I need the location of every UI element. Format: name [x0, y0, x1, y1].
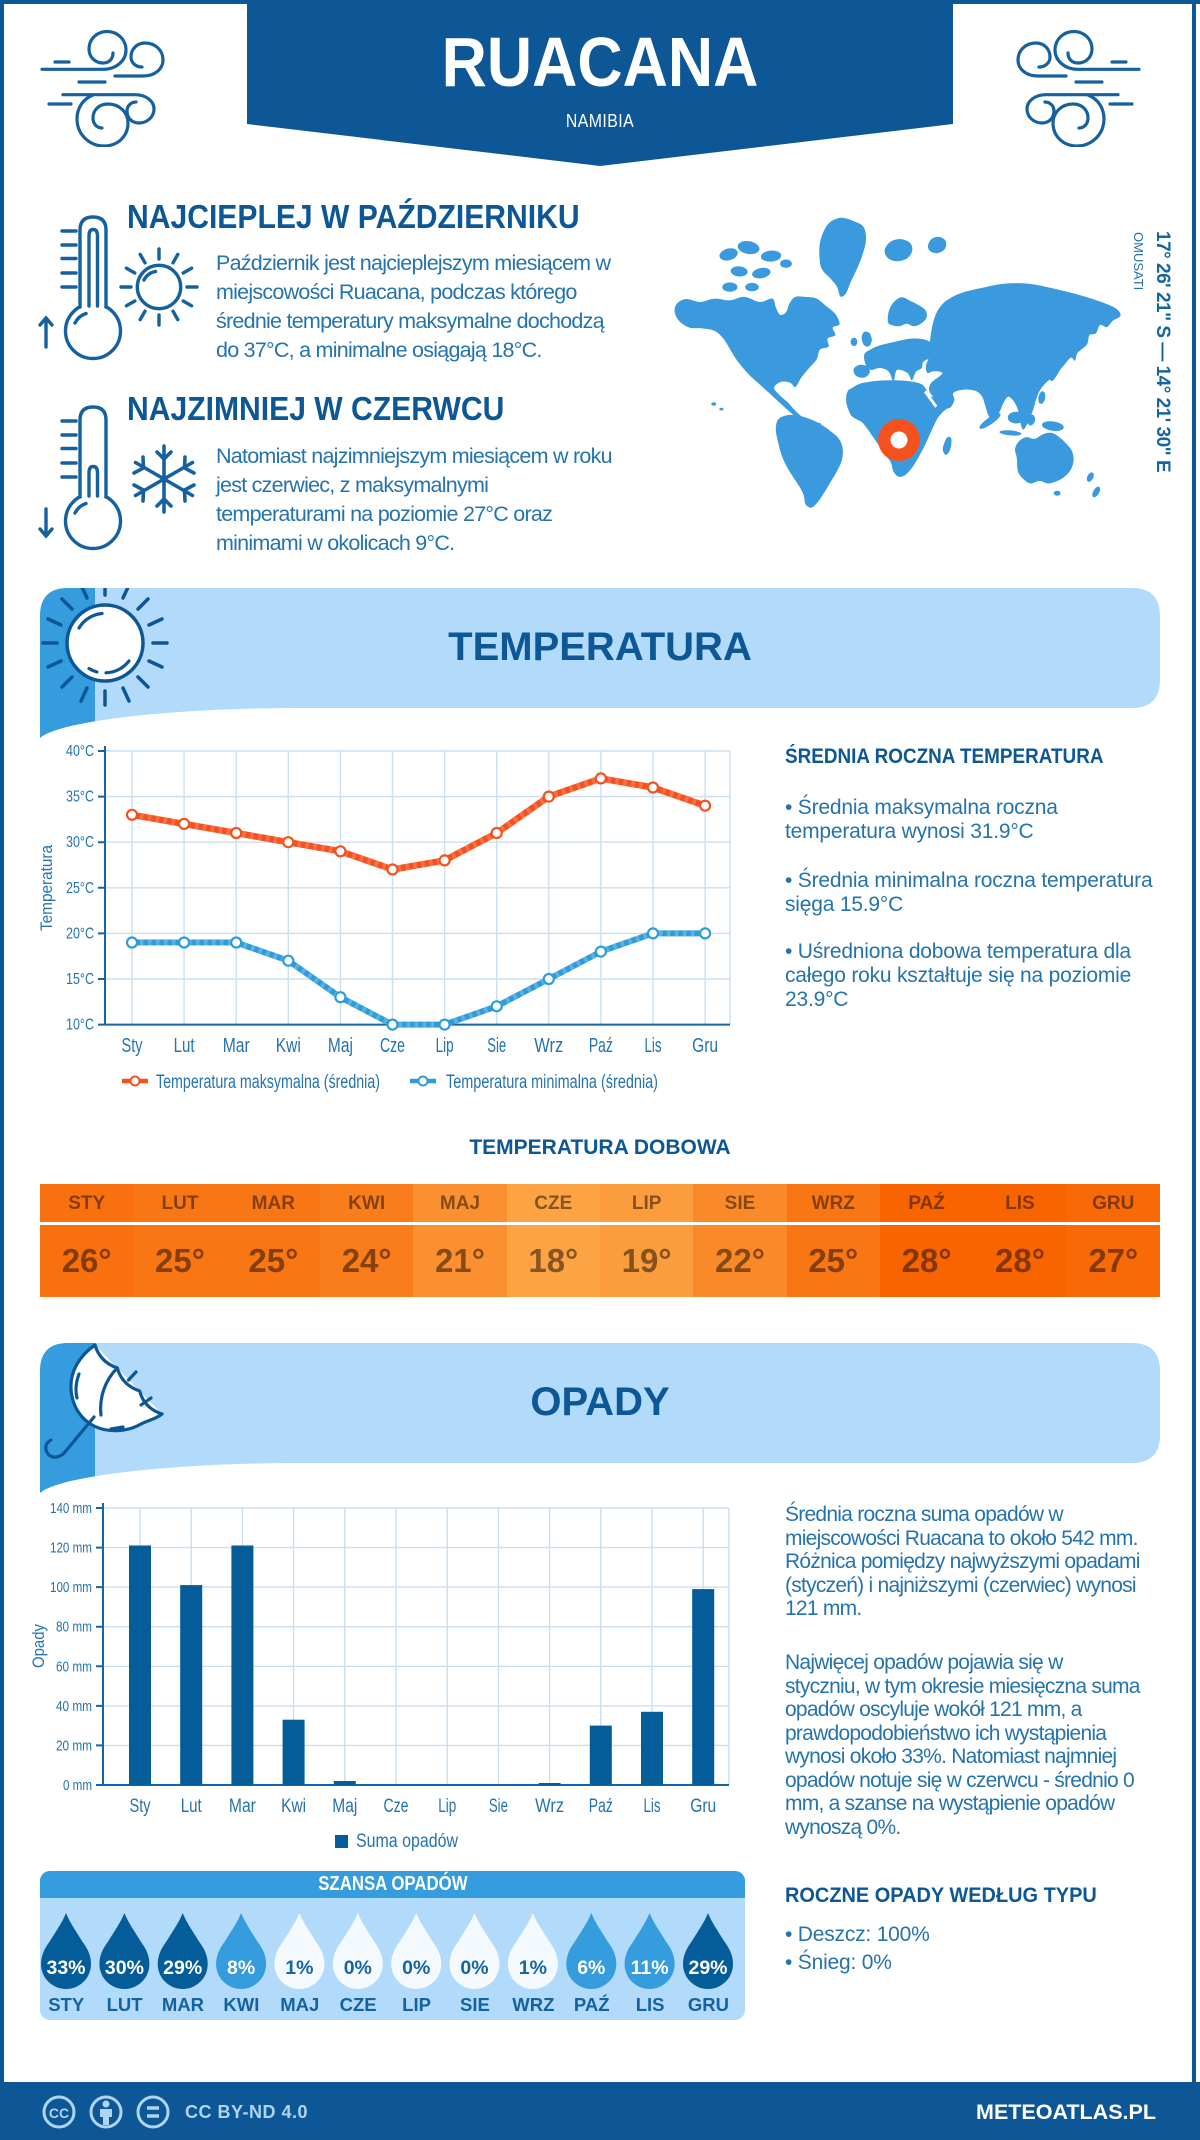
svg-text:1%: 1% — [285, 1957, 313, 1979]
svg-text:Lip: Lip — [436, 1035, 454, 1057]
svg-text:Gru: Gru — [690, 1796, 716, 1817]
svg-text:Lip: Lip — [438, 1796, 456, 1817]
svg-text:8%: 8% — [227, 1957, 255, 1979]
svg-text:Wrz: Wrz — [534, 1035, 563, 1057]
svg-text:40°C: 40°C — [66, 743, 94, 760]
svg-text:Maj: Maj — [332, 1796, 357, 1817]
svg-text:29%: 29% — [688, 1957, 727, 1979]
svg-text:Sty: Sty — [130, 1796, 151, 1817]
svg-text:29%: 29% — [163, 1957, 202, 1979]
svg-text:Cze: Cze — [384, 1796, 409, 1817]
svg-text:Lis: Lis — [645, 1035, 662, 1057]
svg-text:Lut: Lut — [181, 1796, 203, 1817]
svg-text:120 mm: 120 mm — [50, 1541, 92, 1557]
svg-text:Suma opadów: Suma opadów — [356, 1831, 458, 1852]
svg-text:Gru: Gru — [692, 1035, 718, 1057]
svg-text:Mar: Mar — [229, 1796, 257, 1817]
svg-text:Temperatura minimalna (średnia: Temperatura minimalna (średnia) — [446, 1072, 658, 1093]
svg-text:0 mm: 0 mm — [63, 1778, 92, 1794]
svg-text:20 mm: 20 mm — [56, 1738, 92, 1754]
svg-text:Paź: Paź — [589, 1035, 613, 1057]
svg-text:30%: 30% — [105, 1957, 144, 1979]
svg-text:Cze: Cze — [380, 1035, 405, 1057]
svg-text:Sie: Sie — [489, 1796, 508, 1817]
svg-text:15°C: 15°C — [66, 971, 94, 988]
svg-text:Mar: Mar — [223, 1035, 250, 1057]
svg-text:Sty: Sty — [122, 1035, 143, 1057]
svg-text:CC: CC — [49, 2105, 69, 2121]
svg-text:Wrz: Wrz — [535, 1796, 564, 1817]
svg-text:40 mm: 40 mm — [56, 1699, 92, 1715]
svg-text:140 mm: 140 mm — [50, 1501, 92, 1517]
svg-text:Temperatura maksymalna (średni: Temperatura maksymalna (średnia) — [156, 1072, 380, 1093]
svg-text:20°C: 20°C — [66, 925, 94, 942]
svg-text:1%: 1% — [519, 1957, 547, 1979]
svg-text:Lis: Lis — [644, 1796, 661, 1817]
svg-text:6%: 6% — [577, 1957, 605, 1979]
svg-text:0%: 0% — [402, 1957, 430, 1979]
svg-text:25°C: 25°C — [66, 880, 94, 897]
svg-text:60 mm: 60 mm — [56, 1659, 92, 1675]
svg-text:0%: 0% — [344, 1957, 372, 1979]
svg-text:33%: 33% — [46, 1957, 85, 1979]
svg-text:Lut: Lut — [174, 1035, 195, 1057]
svg-text:80 mm: 80 mm — [56, 1620, 92, 1636]
svg-text:10°C: 10°C — [66, 1017, 94, 1034]
svg-text:35°C: 35°C — [66, 789, 94, 806]
svg-text:Maj: Maj — [328, 1035, 353, 1057]
svg-text:30°C: 30°C — [66, 834, 94, 851]
svg-text:Opady: Opady — [29, 1624, 48, 1668]
svg-text:Kwi: Kwi — [276, 1035, 301, 1057]
svg-text:0%: 0% — [460, 1957, 488, 1979]
svg-text:Paź: Paź — [589, 1796, 613, 1817]
svg-text:Temperatura: Temperatura — [37, 845, 56, 931]
svg-text:Kwi: Kwi — [281, 1796, 306, 1817]
svg-text:100 mm: 100 mm — [50, 1580, 92, 1596]
svg-text:11%: 11% — [631, 1957, 669, 1979]
svg-text:Sie: Sie — [487, 1035, 506, 1057]
